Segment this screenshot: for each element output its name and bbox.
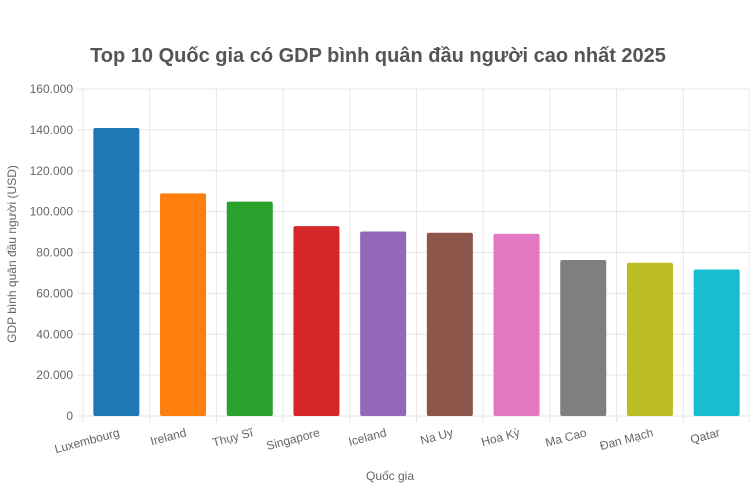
bars xyxy=(93,127,740,416)
bar[interactable] xyxy=(360,231,407,416)
bar[interactable] xyxy=(493,233,540,416)
bar[interactable] xyxy=(226,201,273,416)
y-tick-label: 100.000 xyxy=(30,205,74,219)
x-tick-label: Qatar xyxy=(689,425,722,446)
chart-title: Top 10 Quốc gia có GDP bình quân đầu ngư… xyxy=(90,45,666,67)
y-tick-label: 0 xyxy=(66,409,73,423)
y-axis-ticks: 0 20.000 40.000 60.000 80.000 100.000 120.000 1… xyxy=(30,82,74,423)
bar[interactable] xyxy=(626,262,673,416)
y-tick-label: 140.000 xyxy=(30,123,74,137)
y-tick-label: 160.000 xyxy=(30,82,74,96)
x-axis-label: Quốc gia xyxy=(366,469,414,483)
x-tick-label: Singapore xyxy=(265,425,322,453)
x-tick-label: Iceland xyxy=(347,425,388,449)
bar[interactable] xyxy=(160,193,207,416)
y-tick-label: 20.000 xyxy=(36,368,73,382)
x-tick-label: Đan Mạch xyxy=(598,425,654,453)
bar[interactable] xyxy=(426,232,473,416)
bar[interactable] xyxy=(560,260,607,416)
y-tick-label: 80.000 xyxy=(36,246,73,260)
x-tick-label: Luxembourg xyxy=(53,425,121,456)
x-tick-label: Ma Cao xyxy=(544,425,589,449)
y-tick-label: 60.000 xyxy=(36,286,73,300)
bar[interactable] xyxy=(293,226,340,416)
x-axis-ticks: Luxembourg Ireland Thụy Sĩ Singapore Iceland… xyxy=(53,425,721,456)
y-axis-label: GDP bình quân đầu người (USD) xyxy=(5,165,19,343)
y-tick-label: 120.000 xyxy=(30,164,74,178)
x-tick-label: Ireland xyxy=(149,425,188,448)
bar[interactable] xyxy=(693,269,740,416)
bar[interactable] xyxy=(93,127,140,416)
x-tick-label: Thụy Sĩ xyxy=(211,425,255,449)
y-tick-label: 40.000 xyxy=(36,327,73,341)
x-tick-label: Na Uy xyxy=(419,425,455,447)
x-tick-label: Hoa Kỳ xyxy=(480,425,522,449)
